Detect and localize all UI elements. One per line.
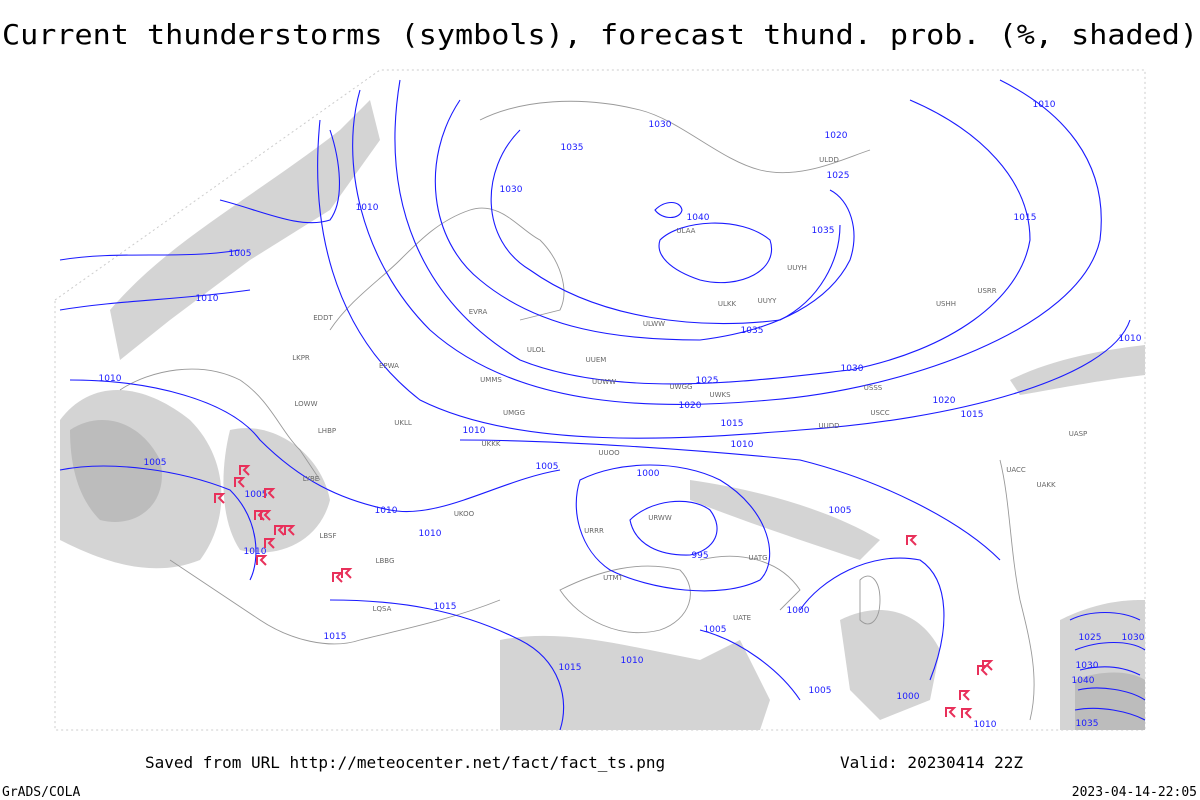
station-label: ULAA (677, 227, 696, 235)
isobar-label: 1035 (812, 226, 835, 236)
station-label: UATG (748, 554, 767, 562)
isobar-label: 1035 (561, 143, 584, 153)
source-url: Saved from URL http://meteocenter.net/fa… (145, 753, 665, 772)
timestamp: 2023-04-14-22:05 (1072, 785, 1197, 800)
station-label: URRR (584, 527, 604, 535)
station-label: LYBE (303, 475, 319, 483)
isobar-label: 1010 (621, 656, 644, 666)
isobar-label: 1010 (375, 506, 398, 516)
station-label: UACC (1006, 466, 1026, 474)
station-label: USRR (977, 287, 996, 295)
credit: GrADS/COLA (2, 785, 80, 800)
isobar-label: 1010 (419, 529, 442, 539)
station-label: LHBP (318, 427, 336, 435)
station-label: EPWA (379, 362, 399, 370)
station-label: USCC (870, 409, 889, 417)
isobar-label: 1025 (696, 376, 719, 386)
station-label: UASP (1069, 430, 1088, 438)
station-label: USHH (936, 300, 956, 308)
station-label: LKPR (292, 354, 310, 362)
station-label: ULOL (527, 346, 545, 354)
station-label: USSS (864, 384, 883, 392)
station-label: LBSF (319, 532, 336, 540)
isobar-label: 1010 (1119, 334, 1142, 344)
isobar-label: 1040 (1072, 676, 1095, 686)
isobar-label: 1005 (144, 458, 167, 468)
station-label: UTMT (603, 574, 623, 582)
isobar-label: 1015 (1014, 213, 1037, 223)
isobar-label: 1010 (974, 720, 997, 730)
isobar-label: 1010 (356, 203, 379, 213)
station-label: UUYY (758, 297, 778, 305)
isobar-label: 1035 (1076, 719, 1099, 729)
isobar-label: 1010 (1033, 100, 1056, 110)
isobar-label: 1030 (500, 185, 523, 195)
isobar-label: 1000 (637, 469, 660, 479)
station-label: UKKK (482, 440, 501, 448)
probability-shading (60, 100, 1145, 730)
station-label: ULKK (718, 300, 737, 308)
station-label: LQSA (373, 605, 392, 613)
station-label: UWGG (670, 383, 693, 391)
station-label: UWKS (709, 391, 731, 399)
station-label: UATE (733, 614, 751, 622)
station-label: UMGG (503, 409, 525, 417)
station-label: UUWW (592, 378, 616, 386)
station-label: UUEM (586, 356, 607, 364)
isobar-label: 1030 (1076, 661, 1099, 671)
isobars (59, 79, 1146, 731)
isobar-label: 1010 (196, 294, 219, 304)
isobar-label: 1005 (536, 462, 559, 472)
isobar-label: 1010 (244, 547, 267, 557)
isobar-label: 1010 (99, 374, 122, 384)
station-label: UUYH (787, 264, 807, 272)
station-label: LOWW (294, 400, 317, 408)
isobar-label: 1010 (463, 426, 486, 436)
isobar-label: 1005 (829, 506, 852, 516)
isobar-label: 1020 (933, 396, 956, 406)
station-label: UMMS (480, 376, 502, 384)
isobar-label: 1000 (897, 692, 920, 702)
isobar-label: 1030 (841, 364, 864, 374)
isobar-label: 1010 (731, 440, 754, 450)
isobar-label: 1005 (809, 686, 832, 696)
map: 1030 1035 1030 1040 1035 1020 1025 1015 1010 1005… (54, 69, 1146, 731)
valid-time: Valid: 20230414 22Z (840, 753, 1023, 772)
isobar-label: 995 (691, 551, 708, 561)
title: Current thunderstorms (symbols), forecas… (2, 18, 1198, 51)
station-label: URWW (648, 514, 672, 522)
isobar-label: 1035 (741, 326, 764, 336)
isobar-label: 1015 (721, 419, 744, 429)
isobar-label: 1015 (559, 663, 582, 673)
station-label: UKLL (394, 419, 412, 427)
coastlines (119, 100, 1035, 721)
station-label: UUDD (818, 422, 839, 430)
isobar-label: 1005 (229, 249, 252, 259)
isobar-label: 1015 (961, 410, 984, 420)
isobar-label: 1015 (324, 632, 347, 642)
isobar-label: 1020 (825, 131, 848, 141)
thunderstorm-symbols (214, 465, 994, 719)
station-label: UUOO (598, 449, 620, 457)
isobar-label: 1020 (679, 401, 702, 411)
isobar-label: 1030 (1122, 633, 1145, 643)
isobar-label: 1025 (1079, 633, 1102, 643)
station-label: UKOO (454, 510, 475, 518)
isobar-label: 1000 (787, 606, 810, 616)
isobar-label: 1015 (434, 602, 457, 612)
station-label: EVRA (469, 308, 488, 316)
station-label: LBBG (376, 557, 395, 565)
station-label: ULDD (819, 156, 839, 164)
isobar-label: 1005 (704, 625, 727, 635)
isobar-label: 1005 (245, 490, 268, 500)
station-label: UAKK (1036, 481, 1056, 489)
isobar-label: 1025 (827, 171, 850, 181)
station-label: EDDT (313, 314, 333, 322)
isobar-label: 1030 (649, 120, 672, 130)
station-label: ULWW (643, 320, 665, 328)
isobar-label: 1040 (687, 213, 710, 223)
